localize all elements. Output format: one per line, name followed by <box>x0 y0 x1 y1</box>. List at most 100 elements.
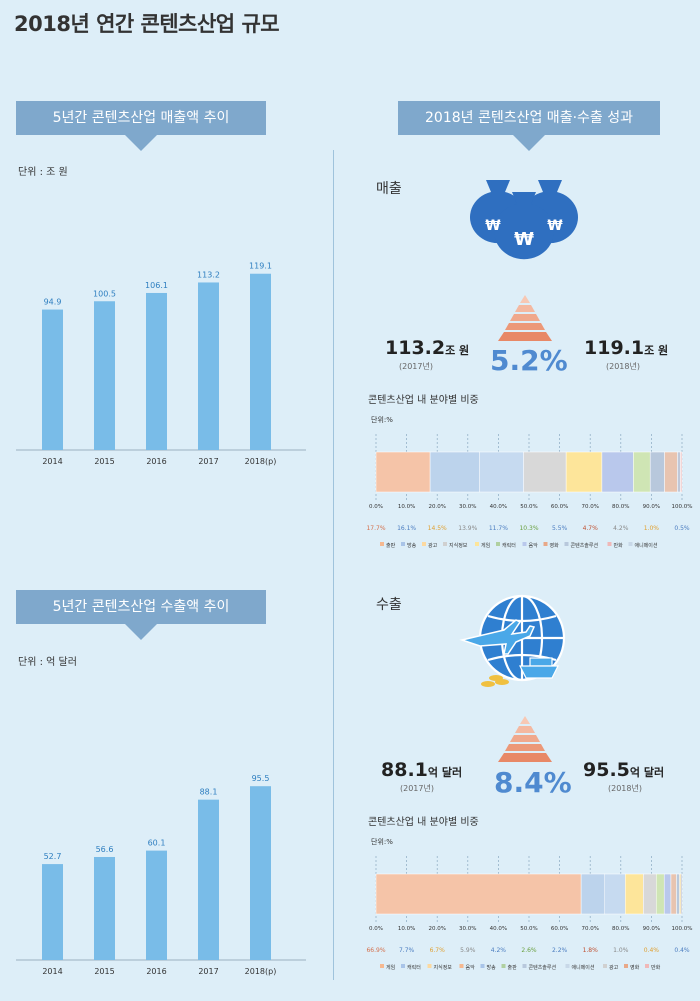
stacked-segment <box>680 873 683 915</box>
segment-value-label: 1.0% <box>644 525 660 532</box>
page-title: 2018년 연간 콘텐츠산업 규모 <box>14 12 280 36</box>
legend-label: 음악 <box>466 964 476 971</box>
legend-label: 만화 <box>651 964 661 971</box>
legend-swatch <box>628 542 633 546</box>
sales-2017-number: 113.2 <box>385 337 446 359</box>
legend-swatch <box>475 542 479 546</box>
legend-swatch <box>480 964 485 968</box>
exports-trend-chart: 52.7 2014 56.6 2015 60.1 2016 88.1 2017 95.5 2018… <box>16 774 306 976</box>
legend-label: 게임 <box>386 964 395 971</box>
bar <box>250 273 271 450</box>
sales-2018-year: (2018년) <box>606 362 640 371</box>
exports-2018-unit: 억 달러 <box>629 766 665 779</box>
segment-value-label: 6.7% <box>430 947 446 954</box>
legend-label: 캐릭터 <box>502 542 516 549</box>
x-tick-label: 2015 <box>94 967 114 976</box>
stacked-segment <box>676 873 680 915</box>
segment-value-label: 0.4% <box>674 947 690 954</box>
svg-text:₩: ₩ <box>485 218 501 234</box>
svg-text:₩: ₩ <box>547 218 563 234</box>
exports-2018-value: 95.5억 달러 <box>583 759 664 781</box>
sales-breakdown-unit: 단위:% <box>371 416 393 424</box>
bar-value-label: 52.7 <box>44 852 62 861</box>
bar-value-label: 119.1 <box>249 262 272 271</box>
bar-value-label: 95.5 <box>252 774 270 783</box>
legend-label: 광고 <box>609 964 619 971</box>
segment-value-label: 5.9% <box>460 947 476 954</box>
segment-value-label: 10.3% <box>519 525 538 532</box>
stacked-segment <box>680 451 683 493</box>
exports-2017-number: 88.1 <box>381 759 428 781</box>
exports-2018-number: 95.5 <box>583 759 630 781</box>
legend-swatch <box>422 542 426 546</box>
exports-2017-unit: 억 달러 <box>427 766 463 779</box>
exports-section-label: 수출 <box>376 597 402 613</box>
sales-trend-chart: 94.9 2014 100.5 2015 106.1 2016 113.2 2017 119.1… <box>16 262 306 466</box>
legend-label: 애니메이션 <box>572 964 595 971</box>
sales-trend-banner: 5년간 콘텐츠산업 매출액 추이 <box>16 101 266 151</box>
segment-value-label: 0.5% <box>674 525 690 532</box>
performance-banner-label: 2018년 콘텐츠산업 매출·수출 성과 <box>425 110 633 126</box>
sales-trend-unit: 단위 : 조 원 <box>18 167 68 178</box>
x-tick-label: 2017 <box>198 967 218 976</box>
bar <box>94 301 115 450</box>
legend-swatch <box>501 964 506 968</box>
growth-pyramid-icon <box>498 716 552 762</box>
x-tick-label: 2018(p) <box>245 457 277 466</box>
legend-label: 광고 <box>428 542 438 549</box>
legend-label: 캐릭터 <box>407 964 421 971</box>
segment-value-label: 4.2% <box>491 947 507 954</box>
x-tick-label: 70.0% <box>581 504 598 510</box>
x-tick-label: 80.0% <box>612 504 629 510</box>
legend-label: 영화 <box>550 542 560 549</box>
x-tick-label: 20.0% <box>428 504 445 510</box>
legend-swatch <box>459 964 464 968</box>
svg-text:₩: ₩ <box>514 229 534 250</box>
exports-growth-rate: 8.4% <box>494 766 572 799</box>
banner-pointer <box>125 135 157 151</box>
legend-label: 방송 <box>407 542 417 549</box>
bar <box>42 309 63 450</box>
legend-label: 콘텐츠솔루션 <box>571 542 599 549</box>
x-tick-label: 60.0% <box>551 504 568 510</box>
segment-value-label: 1.8% <box>583 947 599 954</box>
x-tick-label: 50.0% <box>520 504 537 510</box>
x-tick-label: 60.0% <box>551 926 568 932</box>
sales-2017-value: 113.2조 원 <box>385 337 469 359</box>
bar-value-label: 60.1 <box>148 839 166 848</box>
segment-value-label: 4.7% <box>583 525 599 532</box>
x-tick-label: 10.0% <box>398 926 415 932</box>
stacked-segment <box>375 451 431 493</box>
legend-label: 만화 <box>614 542 624 549</box>
sales-breakdown-title: 콘텐츠산업 내 분야별 비중 <box>368 395 479 406</box>
exports-2017-year: (2017년) <box>400 784 434 793</box>
x-tick-label: 90.0% <box>643 504 660 510</box>
bar-value-label: 113.2 <box>197 270 220 279</box>
legend-label: 음악 <box>529 542 539 549</box>
legend-swatch <box>522 964 527 968</box>
legend-swatch <box>496 542 500 546</box>
legend-label: 영화 <box>630 964 640 971</box>
growth-pyramid-icon <box>498 295 552 341</box>
legend-swatch <box>443 542 447 546</box>
sales-2017-year: (2017년) <box>399 362 433 371</box>
exports-breakdown-title: 콘텐츠산업 내 분야별 비중 <box>368 817 479 828</box>
stacked-segment <box>565 451 603 493</box>
sales-2017-unit: 조 원 <box>445 344 470 357</box>
segment-value-label: 1.0% <box>613 947 629 954</box>
stacked-segment <box>625 873 644 915</box>
segment-value-label: 11.7% <box>489 525 508 532</box>
column-divider <box>333 150 334 980</box>
x-tick-label: 40.0% <box>490 926 507 932</box>
x-tick-label: 90.0% <box>643 926 660 932</box>
globe-plane-ship-icon <box>459 594 566 687</box>
segment-value-label: 0.4% <box>644 947 660 954</box>
sales-breakdown-chart: 0.0% 10.0% 20.0% 30.0% 40.0% 50.0% 60.0% 70.0% 8… <box>366 434 692 549</box>
x-tick-label: 10.0% <box>398 504 415 510</box>
stacked-segment <box>663 873 672 915</box>
stacked-segment <box>604 873 626 915</box>
stacked-segment <box>649 451 665 493</box>
money-bags-icon: ₩ ₩ ₩ <box>470 180 578 260</box>
exports-trend-banner: 5년간 콘텐츠산업 수출액 추이 <box>16 590 266 640</box>
stacked-segment <box>479 451 524 493</box>
